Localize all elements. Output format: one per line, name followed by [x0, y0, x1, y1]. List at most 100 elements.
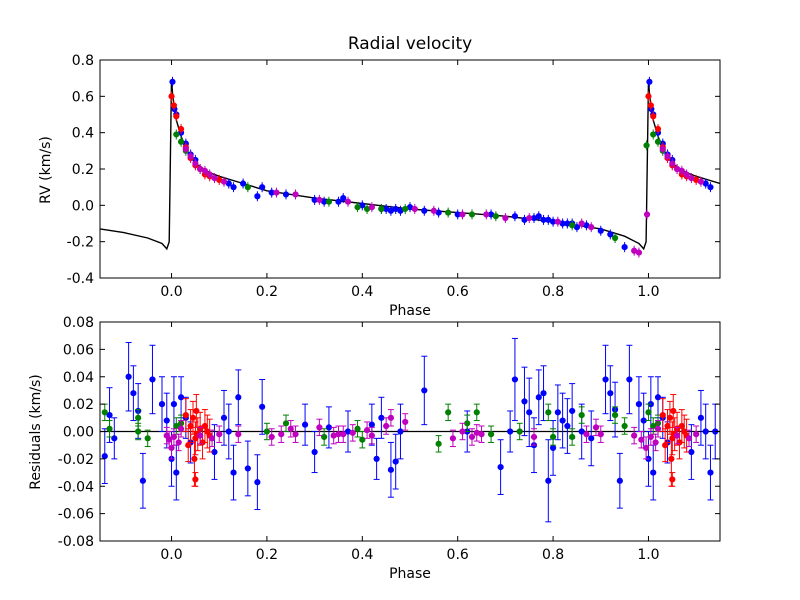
data-point [516, 428, 523, 435]
data-point [208, 435, 216, 442]
data-point [643, 142, 650, 149]
data-point [645, 93, 652, 100]
data-point [244, 184, 251, 191]
data-point [459, 428, 466, 435]
data-point [378, 205, 385, 213]
data-point [645, 409, 652, 416]
data-point [545, 477, 552, 484]
data-point [170, 433, 178, 441]
x-tick-label: 1.0 [637, 284, 659, 300]
x-tick-label: 0.2 [256, 547, 278, 563]
data-point [621, 422, 628, 430]
data-point [225, 428, 232, 435]
data-point [697, 414, 705, 421]
data-point [521, 398, 528, 405]
data-point [235, 431, 242, 438]
x-tick-label: 0.4 [351, 547, 373, 563]
data-point [535, 394, 542, 401]
data-point [278, 431, 285, 438]
data-point [492, 213, 499, 220]
data-point [654, 138, 662, 145]
data-point [149, 376, 156, 383]
data-point [354, 425, 361, 432]
data-point [201, 167, 209, 174]
data-point [292, 191, 299, 198]
data-point [292, 431, 299, 438]
data-point [125, 373, 132, 380]
data-point [549, 444, 557, 452]
data-point [669, 476, 676, 483]
data-point [664, 153, 671, 160]
data-point [111, 435, 118, 442]
data-point [139, 477, 147, 484]
y-tick-label: -0.08 [58, 534, 94, 550]
data-point [578, 220, 585, 227]
data-point [588, 224, 595, 231]
data-point [607, 231, 614, 238]
data-point [688, 174, 695, 182]
data-point [158, 401, 166, 408]
data-point [368, 432, 375, 439]
data-point [502, 214, 509, 222]
data-point [177, 425, 185, 432]
data-point [259, 184, 266, 191]
x-tick-label: 0.6 [447, 547, 469, 563]
data-point [206, 171, 213, 178]
data-point [282, 420, 290, 427]
data-point [173, 469, 180, 476]
data-point [130, 390, 137, 397]
data-point [216, 431, 223, 438]
data-point [168, 444, 175, 452]
data-point [650, 469, 657, 476]
data-point [611, 234, 619, 242]
x-tick-label: 0.8 [542, 284, 564, 300]
y-tick-label: -0.06 [58, 507, 94, 523]
data-point [685, 435, 693, 442]
data-point [173, 113, 180, 120]
data-point [607, 390, 614, 397]
data-point [554, 218, 561, 225]
data-point [173, 131, 180, 138]
data-point [282, 191, 290, 198]
data-point [578, 411, 585, 419]
data-point [473, 409, 480, 416]
y-tick-label: 0.4 [72, 126, 94, 142]
x-tick-label: 0.0 [160, 284, 182, 300]
data-point [268, 433, 275, 441]
data-point [638, 436, 645, 443]
y-tick-label: 0.08 [63, 315, 94, 331]
data-point [192, 476, 199, 483]
data-point [559, 417, 566, 424]
data-point [392, 458, 399, 465]
y-tick-label: 0.02 [63, 397, 94, 413]
data-point [175, 439, 182, 446]
data-point [387, 466, 395, 473]
data-point [430, 207, 437, 214]
rv-xlabel: Phase [389, 303, 431, 319]
data-point [487, 431, 495, 438]
data-point [106, 425, 113, 432]
data-point [616, 477, 623, 484]
data-point [707, 469, 714, 476]
data-point [435, 440, 442, 447]
data-point [177, 138, 185, 145]
data-point [411, 205, 418, 213]
residuals-panel: Phase Residuals (km/s) 0.0 0.2 0.4 0.6 0.8 1.… [28, 315, 721, 582]
data-point [254, 193, 261, 200]
y-tick-label: 0.6 [72, 89, 94, 105]
data-point [169, 78, 176, 85]
data-point [321, 433, 328, 441]
y-tick-label: 0.2 [72, 162, 94, 178]
data-point [611, 411, 619, 419]
data-point [511, 376, 519, 383]
data-point [511, 213, 519, 220]
data-point [359, 436, 366, 443]
data-point [363, 427, 371, 434]
x-tick-label: 0.8 [542, 547, 564, 563]
rv-panel: Radial velocity Phase RV (km/s) 0.0 0.2 0.… [38, 34, 721, 319]
data-point [697, 178, 705, 185]
data-point [239, 180, 247, 187]
data-point [626, 376, 633, 383]
data-point [311, 448, 318, 456]
